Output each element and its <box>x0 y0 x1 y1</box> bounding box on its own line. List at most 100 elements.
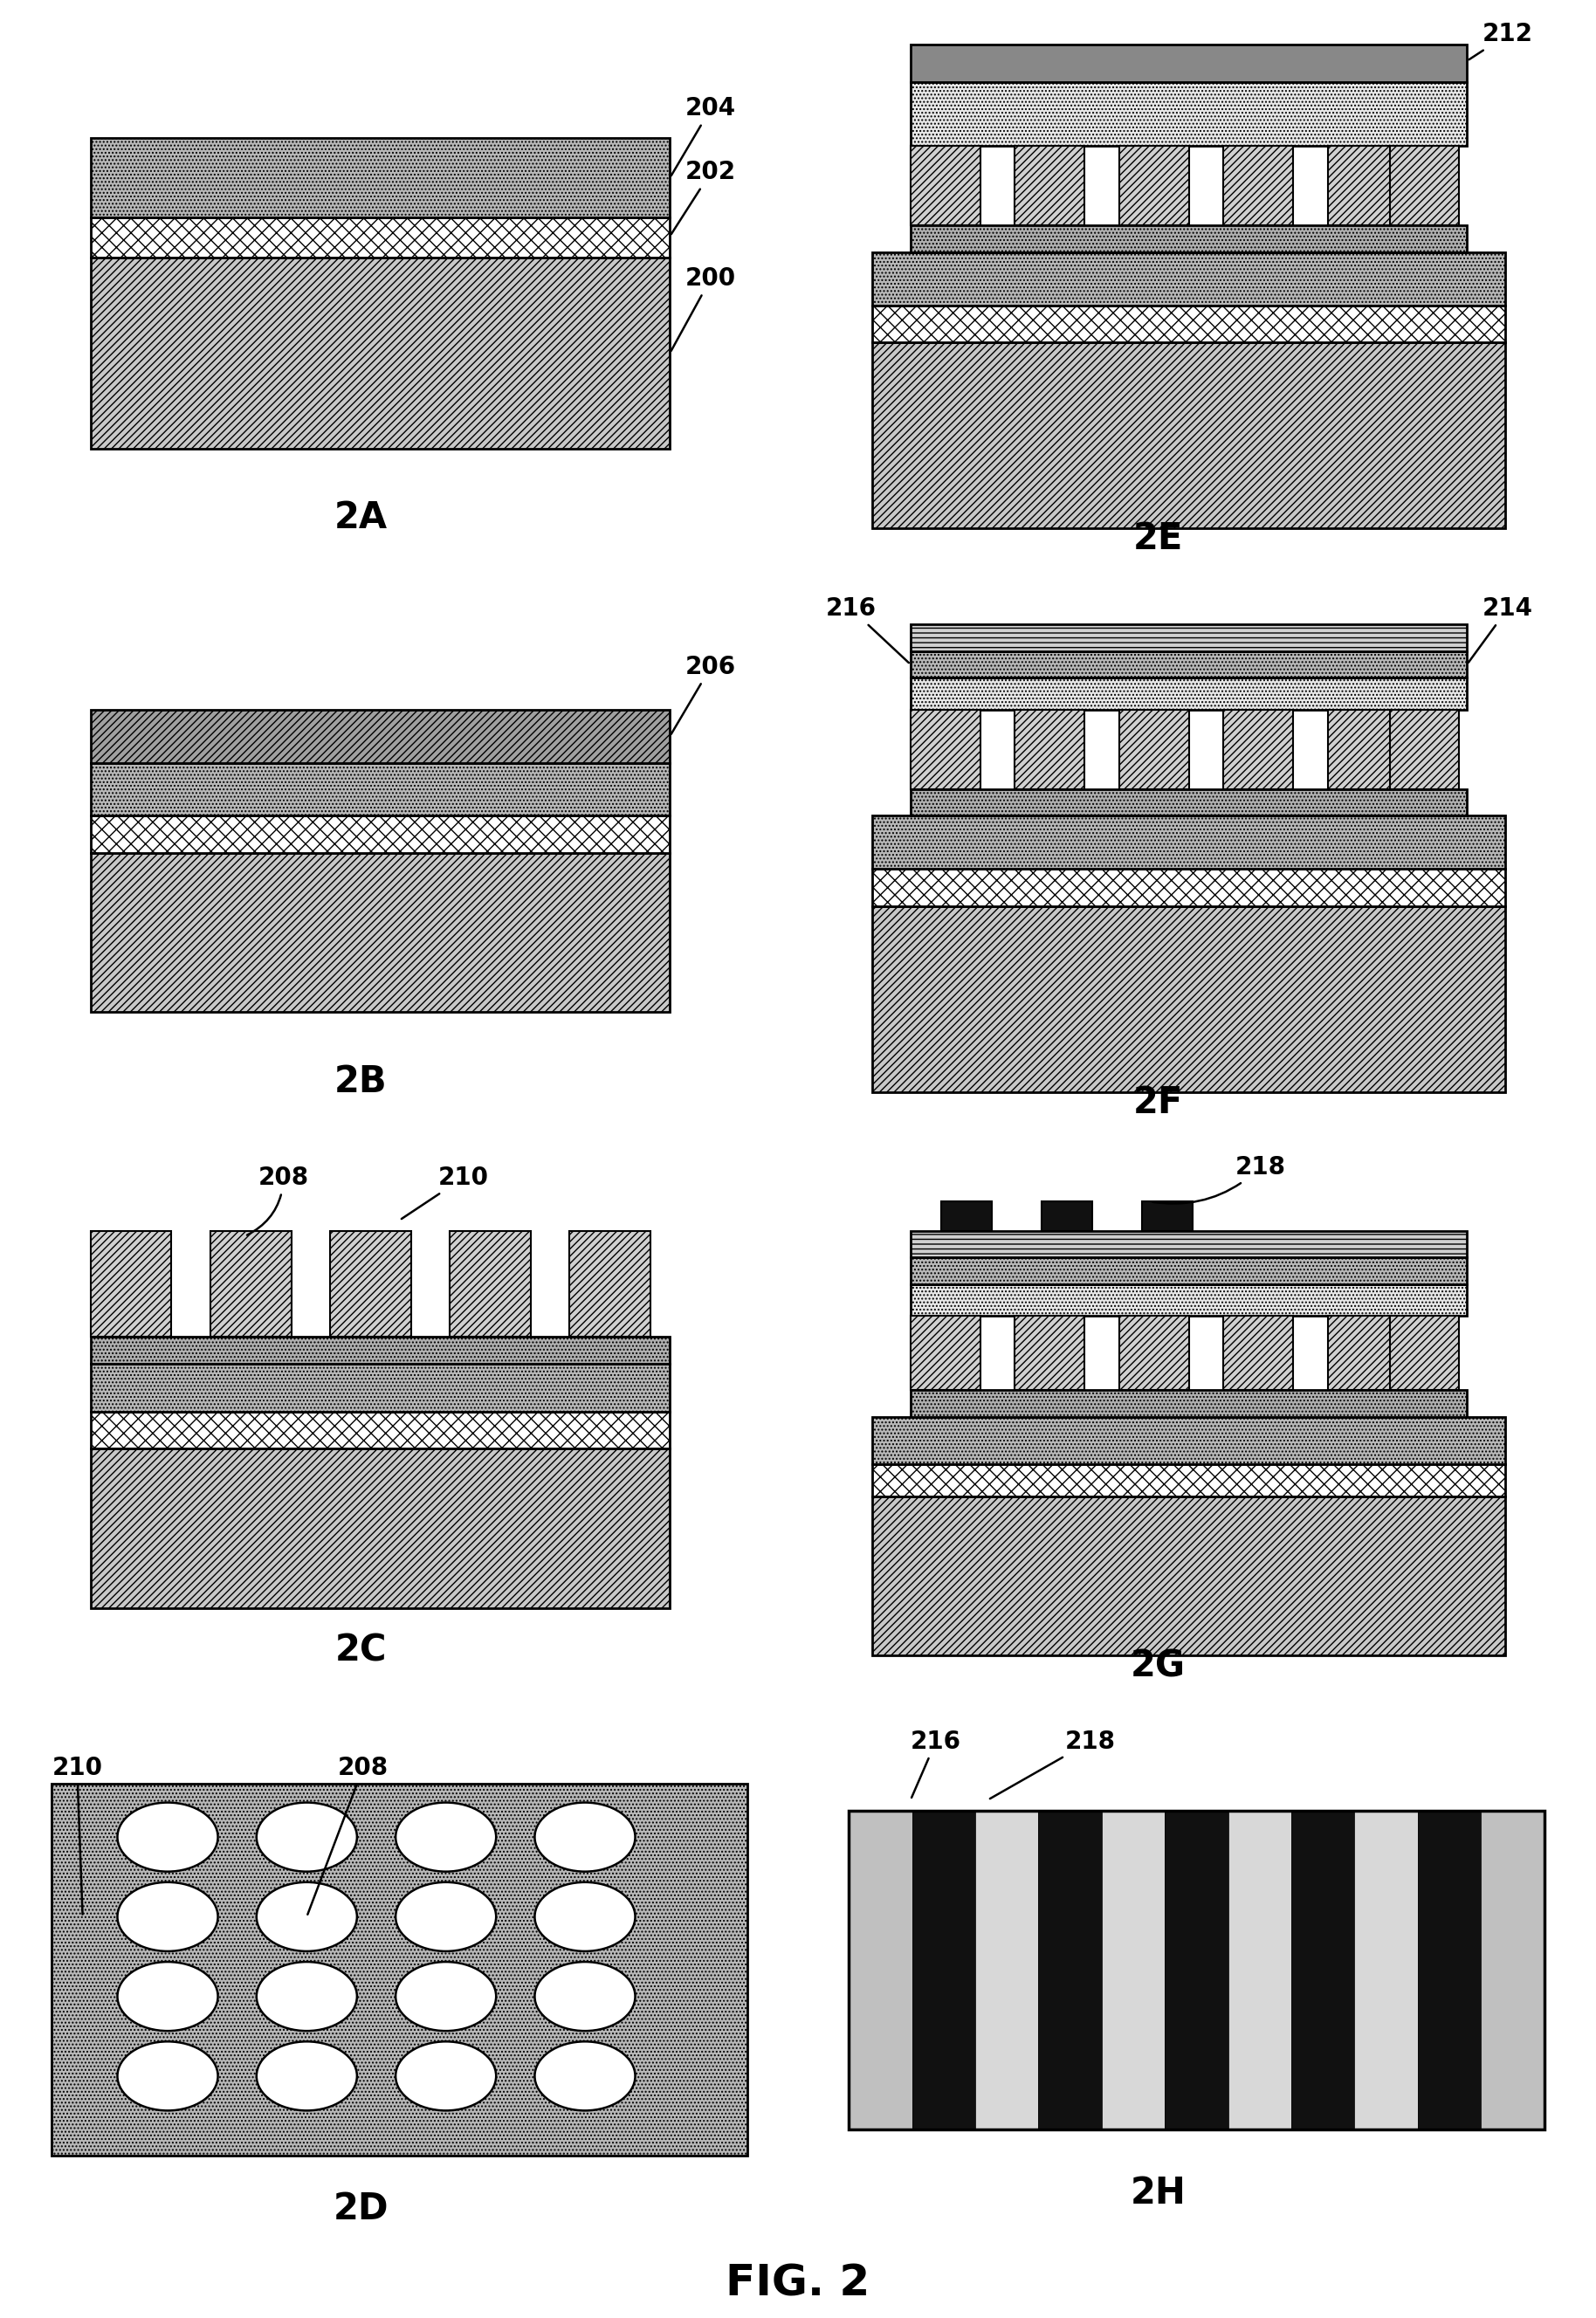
Bar <box>570 1231 651 1337</box>
Bar <box>911 44 1467 81</box>
Text: 206: 206 <box>672 656 736 735</box>
Text: 210: 210 <box>402 1166 488 1219</box>
Circle shape <box>535 1961 635 2031</box>
Bar <box>911 81 1467 146</box>
Text: 218: 218 <box>990 1729 1116 1799</box>
Bar <box>911 146 980 225</box>
Bar <box>871 253 1505 306</box>
Circle shape <box>257 1803 358 1871</box>
Bar <box>91 763 670 816</box>
Bar <box>871 869 1505 906</box>
Bar <box>1481 1810 1545 2130</box>
Bar <box>1355 1810 1417 2130</box>
Bar <box>911 788 1467 816</box>
Bar <box>871 906 1505 1092</box>
Text: 2C: 2C <box>335 1632 386 1669</box>
Bar <box>1224 709 1293 788</box>
Bar <box>1224 1317 1293 1391</box>
Text: 200: 200 <box>672 267 736 350</box>
Bar <box>91 1363 670 1412</box>
Circle shape <box>535 1803 635 1871</box>
Bar <box>1328 1317 1398 1391</box>
Text: 2E: 2E <box>1133 522 1183 556</box>
Bar <box>91 257 670 450</box>
Bar <box>1224 146 1293 225</box>
Bar <box>1015 146 1084 225</box>
Bar <box>211 1231 292 1337</box>
Text: 2A: 2A <box>334 498 388 535</box>
Text: 218: 218 <box>1152 1154 1286 1203</box>
Text: 2H: 2H <box>1130 2174 1186 2211</box>
Bar <box>91 1337 670 1363</box>
Text: 216: 216 <box>911 1729 961 1799</box>
Text: 208: 208 <box>247 1166 310 1235</box>
Bar <box>1119 1317 1189 1391</box>
Text: 216: 216 <box>825 596 908 663</box>
Bar <box>942 1201 991 1231</box>
Bar <box>1328 146 1398 225</box>
Bar <box>871 306 1505 343</box>
Bar <box>91 853 670 1013</box>
Bar <box>871 343 1505 529</box>
Bar <box>1291 1810 1355 2130</box>
Bar <box>911 624 1467 651</box>
Bar <box>1101 1810 1165 2130</box>
Text: 212: 212 <box>1468 23 1534 60</box>
Bar <box>871 1465 1505 1497</box>
Circle shape <box>257 1961 358 2031</box>
Text: 202: 202 <box>672 160 736 234</box>
Bar <box>1143 1201 1192 1231</box>
Bar <box>849 1810 911 2130</box>
Bar <box>1042 1201 1092 1231</box>
Bar <box>911 1317 980 1391</box>
Bar <box>911 709 980 788</box>
Bar <box>871 816 1505 869</box>
Bar <box>849 1810 1545 2130</box>
Bar <box>975 1810 1039 2130</box>
Circle shape <box>535 2042 635 2112</box>
Circle shape <box>257 2042 358 2112</box>
Circle shape <box>396 2042 496 2112</box>
Circle shape <box>118 1961 219 2031</box>
Text: 2D: 2D <box>334 2191 388 2228</box>
Bar <box>1417 1810 1481 2130</box>
Circle shape <box>118 1882 219 1952</box>
Text: 214: 214 <box>1468 596 1534 663</box>
Bar <box>911 677 1467 709</box>
Bar <box>911 651 1467 677</box>
Bar <box>91 709 670 763</box>
Circle shape <box>118 2042 219 2112</box>
Bar <box>849 1810 1545 2130</box>
Bar <box>871 1497 1505 1655</box>
Bar <box>1390 709 1459 788</box>
Bar <box>91 1449 670 1609</box>
Bar <box>911 1284 1467 1317</box>
Bar <box>911 1231 1467 1256</box>
Bar <box>91 816 670 853</box>
Bar <box>91 1412 670 1449</box>
Bar <box>1119 146 1189 225</box>
Bar <box>1390 146 1459 225</box>
Text: 2B: 2B <box>335 1064 388 1099</box>
Bar <box>330 1231 412 1337</box>
Bar <box>911 1391 1467 1416</box>
Bar <box>911 1256 1467 1284</box>
Bar <box>1015 709 1084 788</box>
Circle shape <box>396 1882 496 1952</box>
Bar <box>1015 1317 1084 1391</box>
Bar <box>450 1231 531 1337</box>
Text: FIG. 2: FIG. 2 <box>726 2262 870 2304</box>
Bar <box>1328 709 1398 788</box>
Bar <box>1039 1810 1101 2130</box>
Bar <box>871 1416 1505 1465</box>
Bar <box>1390 1317 1459 1391</box>
Circle shape <box>118 1803 219 1871</box>
Bar <box>911 225 1467 253</box>
Text: 2G: 2G <box>1130 1648 1186 1685</box>
Bar <box>51 1785 747 2156</box>
Text: 210: 210 <box>51 1755 102 1915</box>
Text: 204: 204 <box>672 97 736 176</box>
Circle shape <box>396 1803 496 1871</box>
Circle shape <box>396 1961 496 2031</box>
Circle shape <box>257 1882 358 1952</box>
